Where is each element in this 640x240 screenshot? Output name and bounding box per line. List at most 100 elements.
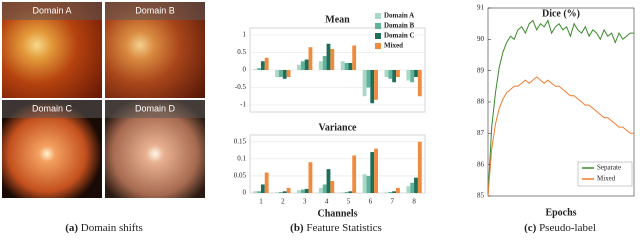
label-band: [105, 2, 205, 20]
bar: [253, 69, 258, 70]
bar: [384, 70, 389, 77]
bar: [330, 49, 335, 70]
y-tick-label: 91: [477, 4, 485, 12]
bar: [264, 172, 269, 193]
x-tick-label: 1: [259, 198, 263, 206]
bar: [286, 187, 291, 193]
bar: [275, 70, 279, 77]
x-axis-label: Epochs: [545, 207, 576, 218]
line: [487, 19, 634, 197]
bar: [348, 191, 353, 193]
legend-label: Domain C: [384, 32, 415, 40]
y-tick-label: 87: [477, 129, 485, 137]
x-tick-label: 5: [347, 198, 351, 206]
bar: [297, 190, 301, 193]
bar: [396, 187, 400, 193]
legend-swatch: [375, 43, 381, 49]
bar: [392, 70, 397, 83]
bar: [384, 192, 389, 193]
bar: [417, 141, 422, 193]
y-tick-label: 85: [477, 192, 485, 200]
legend-label: Mixed: [384, 42, 403, 50]
y-tick-label: 0.5: [237, 48, 246, 56]
bar: [297, 64, 301, 70]
legend-swatch: [375, 23, 381, 29]
bar: [362, 174, 367, 193]
bar: [326, 169, 331, 193]
chart-title: Variance: [319, 122, 358, 133]
legend-label: Domain B: [384, 22, 414, 30]
bar: [278, 191, 283, 193]
y-tick-label: 89: [477, 66, 485, 74]
bar: [414, 70, 418, 77]
chart-title: Mean: [325, 14, 350, 25]
bar: [275, 192, 279, 193]
label-band: [2, 2, 102, 20]
bar: [308, 47, 313, 70]
image-label: Domain C: [32, 103, 73, 113]
legend-label: Mixed: [597, 175, 616, 183]
bar: [352, 155, 357, 193]
bar: [406, 70, 411, 81]
plot-frame: [249, 134, 426, 194]
bar: [322, 184, 327, 193]
bar: [366, 70, 371, 88]
x-tick-label: 7: [390, 198, 394, 206]
label-band: [2, 100, 102, 118]
caption-label: (a): [65, 222, 78, 234]
bar: [370, 70, 375, 104]
bar: [300, 61, 305, 70]
bar: [260, 61, 265, 70]
bar: [304, 59, 309, 70]
x-tick-label: 4: [325, 198, 329, 206]
label-band: [105, 100, 205, 118]
chart-title: Dice (%): [542, 8, 580, 19]
bar: [253, 191, 258, 193]
bar: [366, 175, 371, 193]
bar: [406, 186, 411, 193]
bar: [318, 61, 323, 70]
bar: [417, 70, 422, 97]
bar: [282, 70, 287, 79]
bar: [388, 191, 393, 193]
caption-text: Pseudo-label: [539, 222, 596, 234]
y-tick-label: 86: [477, 160, 485, 168]
bar: [410, 182, 415, 193]
y-tick-label: 90: [477, 35, 485, 43]
bar: [374, 70, 378, 100]
bar: [318, 187, 323, 193]
bar: [282, 191, 287, 193]
bar: [340, 192, 345, 193]
x-tick-label: 8: [412, 198, 416, 206]
y-tick-label: 0: [243, 189, 247, 197]
y-tick-label: 0.05: [234, 172, 247, 180]
image-label: Domain B: [135, 5, 175, 15]
y-tick-label: -1: [240, 101, 246, 109]
x-tick-label: 6: [369, 198, 373, 206]
bar: [370, 152, 375, 193]
bar: [300, 189, 305, 193]
bar: [392, 191, 397, 193]
x-tick-label: 3: [303, 198, 307, 206]
caption-label: (b): [290, 222, 304, 234]
bar: [352, 45, 357, 70]
bar: [330, 181, 335, 193]
y-tick-label: 88: [477, 98, 485, 106]
caption-label: (c): [524, 222, 537, 234]
bar: [322, 56, 327, 70]
bar: [257, 68, 261, 70]
y-tick-label: -0.5: [235, 83, 247, 91]
caption: (a) Domain shifts: [65, 222, 143, 234]
x-tick-label: 2: [281, 198, 285, 206]
legend-swatch: [375, 13, 381, 19]
bar: [326, 43, 331, 70]
legend-label: Separate: [597, 164, 621, 172]
x-axis-label: Channels: [317, 208, 357, 219]
y-tick-label: 1: [243, 31, 247, 39]
bar: [304, 188, 309, 193]
bar: [340, 61, 345, 70]
caption: (b) Feature Statistics: [290, 222, 382, 234]
bar: [388, 70, 393, 79]
caption: (c) Pseudo-label: [524, 222, 596, 234]
